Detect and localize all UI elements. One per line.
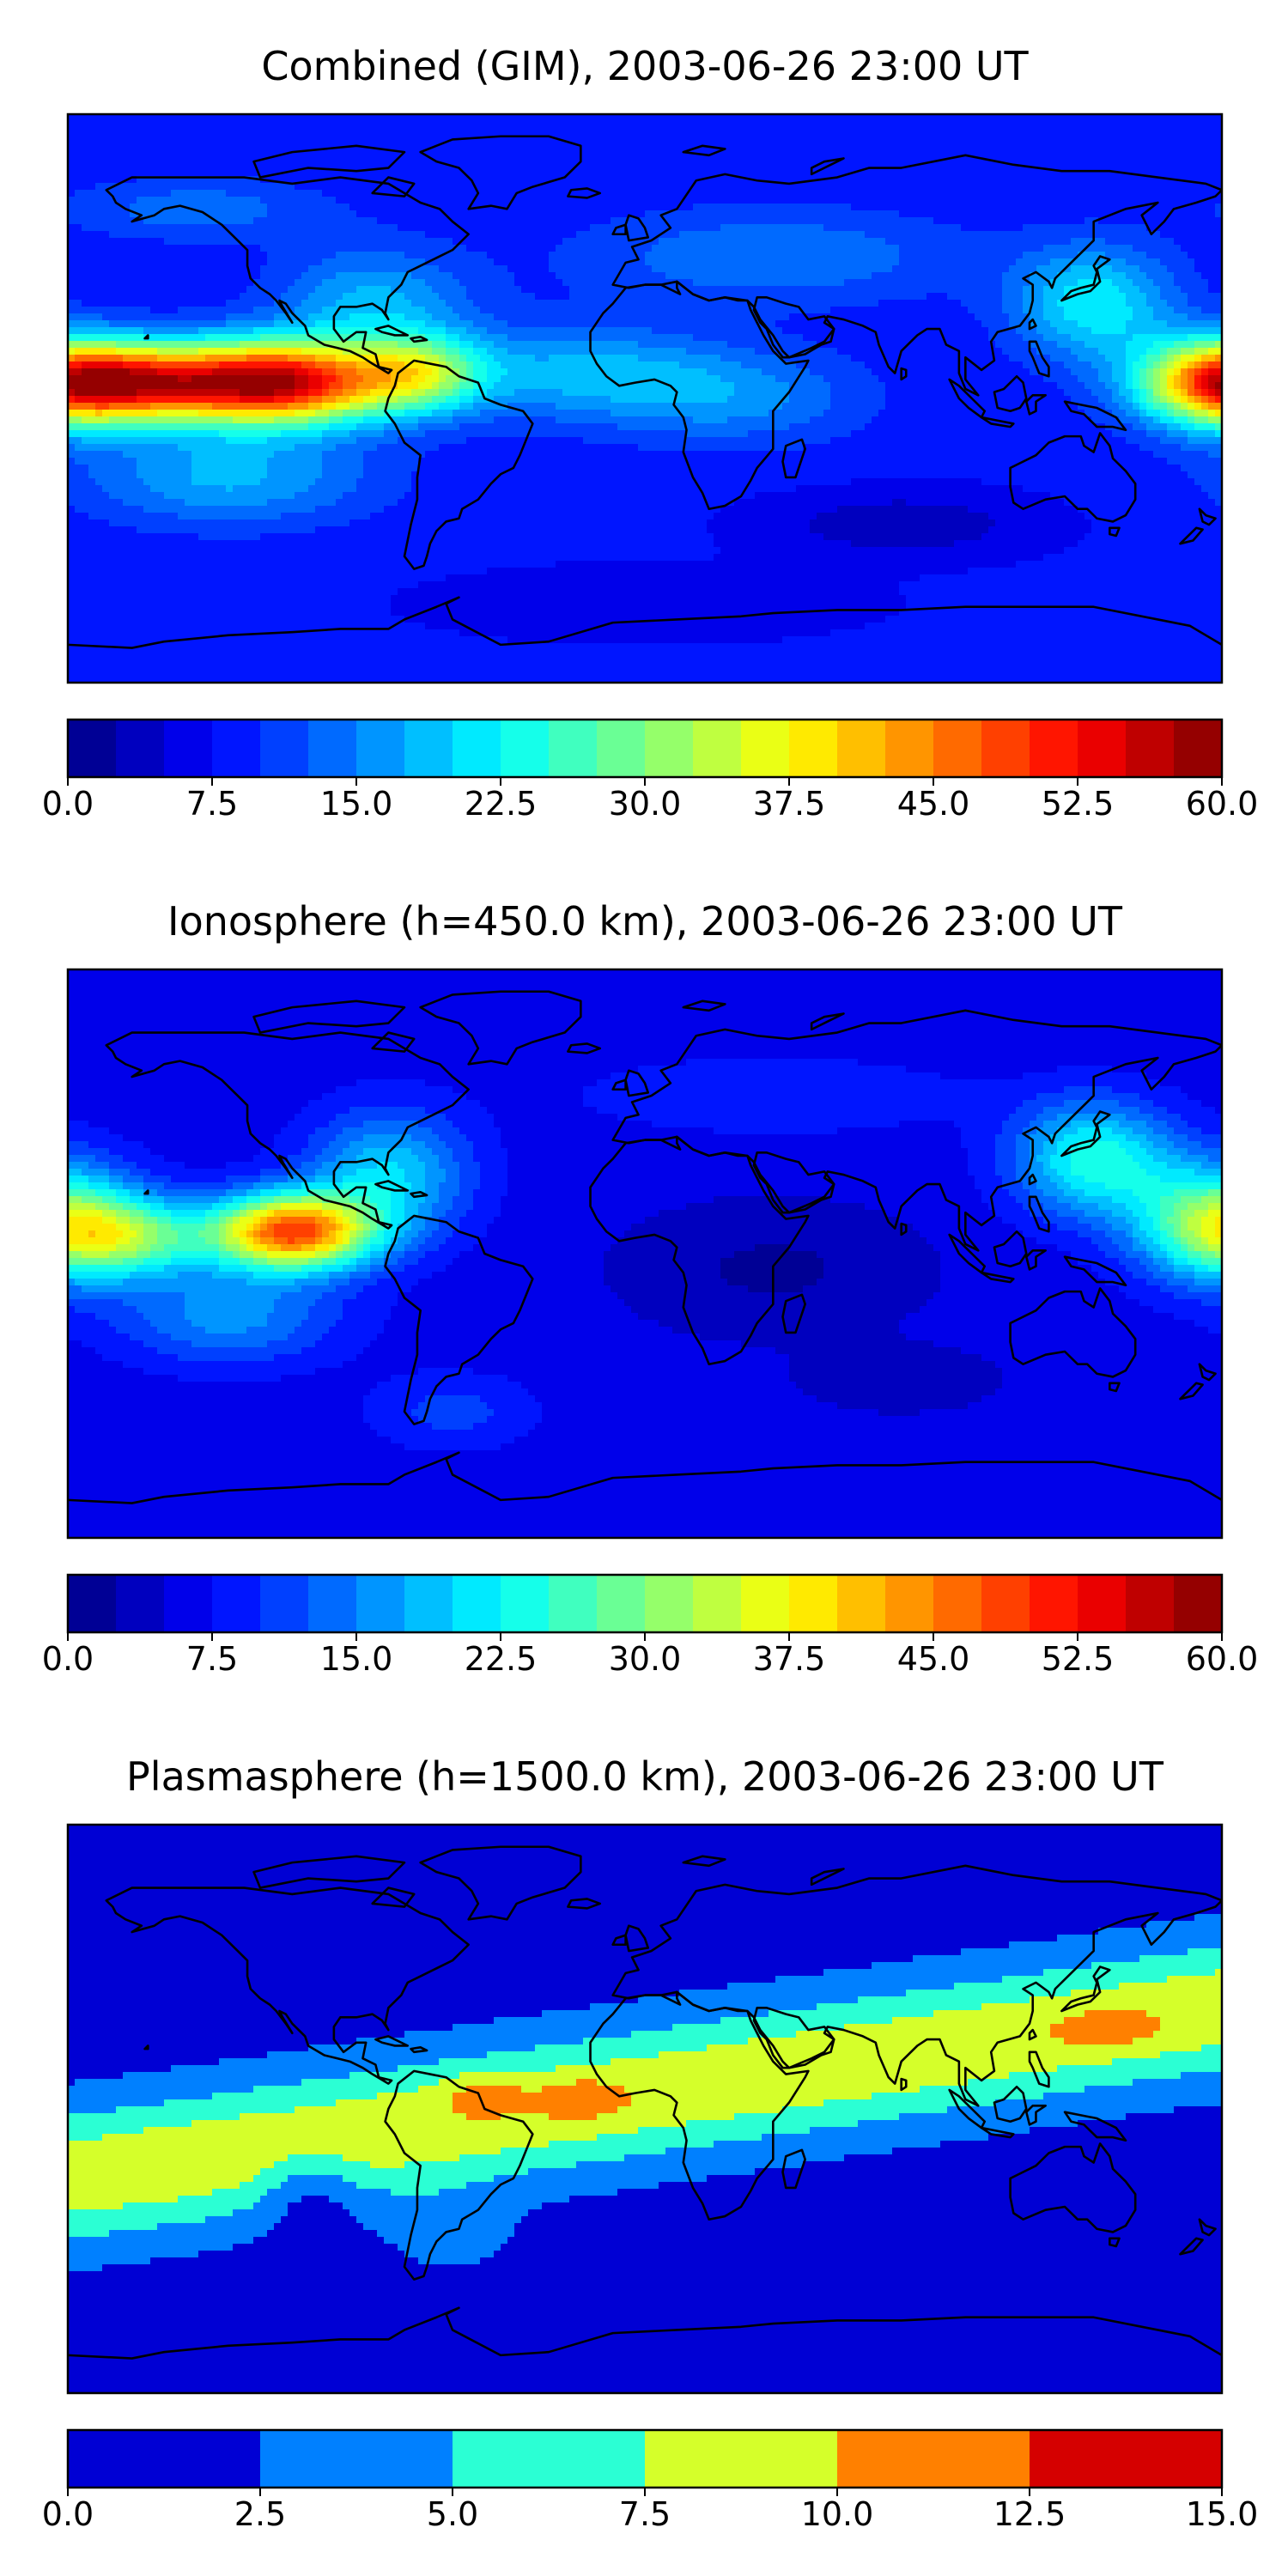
colorbar-segment bbox=[1030, 2430, 1223, 2488]
colorbar-segment bbox=[404, 720, 453, 777]
colorbar-segment bbox=[68, 2430, 261, 2488]
colorbar-segment bbox=[789, 720, 838, 777]
panel-title: Ionosphere (h=450.0 km), 2003-06-26 23:0… bbox=[167, 898, 1123, 945]
colorbar-segment bbox=[981, 720, 1030, 777]
colorbar-segment bbox=[549, 1575, 598, 1632]
colorbar-tick-label: 15.0 bbox=[320, 1640, 393, 1678]
colorbar-segment bbox=[501, 720, 550, 777]
panel-0: Combined (GIM), 2003-06-26 23:00 UT 0.0 7.… bbox=[42, 43, 1259, 823]
colorbar-tick-label: 0.0 bbox=[42, 2495, 94, 2533]
colorbar-segment bbox=[308, 1575, 357, 1632]
contour-field bbox=[68, 114, 1222, 683]
colorbar-tick-label: 22.5 bbox=[465, 785, 538, 823]
colorbar-tick-label: 15.0 bbox=[320, 785, 393, 823]
colorbar-tick-label: 0.0 bbox=[42, 1640, 94, 1678]
panel-title: Plasmasphere (h=1500.0 km), 2003-06-26 2… bbox=[126, 1753, 1164, 1800]
panel-1: Ionosphere (h=450.0 km), 2003-06-26 23:0… bbox=[42, 898, 1259, 1678]
colorbar-tick-label: 52.5 bbox=[1042, 1640, 1115, 1678]
colorbar-segment bbox=[453, 720, 501, 777]
colorbar-segment bbox=[308, 720, 357, 777]
colorbar-segment bbox=[645, 720, 694, 777]
colorbar-segment bbox=[453, 1575, 501, 1632]
panel-2: Plasmasphere (h=1500.0 km), 2003-06-26 2… bbox=[42, 1753, 1259, 2533]
colorbar-segment bbox=[837, 1575, 886, 1632]
map-frame bbox=[66, 112, 1224, 684]
colorbar-segment bbox=[1030, 1575, 1078, 1632]
colorbar-segment bbox=[645, 2430, 838, 2488]
colorbar-segment bbox=[1030, 720, 1078, 777]
colorbar-segment bbox=[356, 1575, 405, 1632]
colorbar-tick-label: 45.0 bbox=[897, 785, 970, 823]
colorbar-segment bbox=[933, 1575, 982, 1632]
colorbar-segment bbox=[1126, 720, 1175, 777]
colorbar-segment bbox=[933, 720, 982, 777]
colorbar-segment bbox=[885, 1575, 934, 1632]
colorbar-tick-label: 60.0 bbox=[1186, 1640, 1259, 1678]
colorbar-tick-label: 12.5 bbox=[993, 2495, 1066, 2533]
colorbar-segment bbox=[885, 720, 934, 777]
colorbar-segment bbox=[404, 1575, 453, 1632]
colorbar-segment bbox=[693, 720, 742, 777]
colorbar-tick-label: 7.5 bbox=[619, 2495, 671, 2533]
colorbar-segment bbox=[212, 720, 261, 777]
colorbar-segment bbox=[1078, 1575, 1127, 1632]
colorbar: 0.0 7.5 15.0 22.5 30.0 37.5 45.0 52.5 60.0 bbox=[42, 1573, 1259, 1678]
colorbar-segment bbox=[837, 2430, 1030, 2488]
colorbar-tick-label: 30.0 bbox=[609, 1640, 682, 1678]
colorbar-segment bbox=[260, 1575, 309, 1632]
colorbar-tick-label: 37.5 bbox=[753, 785, 826, 823]
colorbar-segment bbox=[260, 2430, 453, 2488]
colorbar: 0.0 7.5 15.0 22.5 30.0 37.5 45.0 52.5 60.0 bbox=[42, 718, 1259, 823]
colorbar-segment bbox=[116, 720, 165, 777]
colorbar-segment bbox=[741, 720, 790, 777]
colorbar-tick-label: 15.0 bbox=[1186, 2495, 1259, 2533]
colorbar-segment bbox=[1174, 1575, 1223, 1632]
colorbar-segment bbox=[549, 720, 598, 777]
colorbar-tick-label: 37.5 bbox=[753, 1640, 826, 1678]
colorbar-segment bbox=[453, 2430, 646, 2488]
colorbar-tick-label: 2.5 bbox=[234, 2495, 286, 2533]
colorbar-tick-label: 45.0 bbox=[897, 1640, 970, 1678]
colorbar-tick-label: 60.0 bbox=[1186, 785, 1259, 823]
colorbar-segment bbox=[356, 720, 405, 777]
colorbar-segment bbox=[981, 1575, 1030, 1632]
colorbar-segment bbox=[1078, 720, 1127, 777]
colorbar-segment bbox=[164, 720, 213, 777]
colorbar-tick-label: 22.5 bbox=[465, 1640, 538, 1678]
colorbar-tick-label: 5.0 bbox=[427, 2495, 478, 2533]
colorbar-segment bbox=[260, 720, 309, 777]
colorbar-tick-label: 10.0 bbox=[801, 2495, 874, 2533]
colorbar-segment bbox=[597, 720, 646, 777]
colorbar-tick-label: 7.5 bbox=[186, 1640, 238, 1678]
colorbar: 0.0 2.5 5.0 7.5 10.0 12.5 15.0 bbox=[42, 2428, 1259, 2533]
contour-field bbox=[68, 1825, 1222, 2393]
colorbar-segment bbox=[116, 1575, 165, 1632]
colorbar-segment bbox=[1174, 720, 1223, 777]
colorbar-segment bbox=[789, 1575, 838, 1632]
map-frame bbox=[66, 1823, 1224, 2395]
panel-title: Combined (GIM), 2003-06-26 23:00 UT bbox=[261, 43, 1029, 89]
colorbar-segment bbox=[68, 720, 117, 777]
colorbar-tick-label: 30.0 bbox=[609, 785, 682, 823]
colorbar-segment bbox=[164, 1575, 213, 1632]
colorbar-segment bbox=[837, 720, 886, 777]
colorbar-segment bbox=[1126, 1575, 1175, 1632]
colorbar-segment bbox=[212, 1575, 261, 1632]
colorbar-segment bbox=[597, 1575, 646, 1632]
colorbar-tick-label: 7.5 bbox=[186, 785, 238, 823]
colorbar-segment bbox=[68, 1575, 117, 1632]
colorbar-segment bbox=[693, 1575, 742, 1632]
colorbar-segment bbox=[741, 1575, 790, 1632]
colorbar-segment bbox=[501, 1575, 550, 1632]
colorbar-tick-label: 0.0 bbox=[42, 785, 94, 823]
colorbar-tick-label: 52.5 bbox=[1042, 785, 1115, 823]
map-frame bbox=[66, 968, 1224, 1540]
contour-field bbox=[68, 969, 1222, 1538]
colorbar-segment bbox=[645, 1575, 694, 1632]
